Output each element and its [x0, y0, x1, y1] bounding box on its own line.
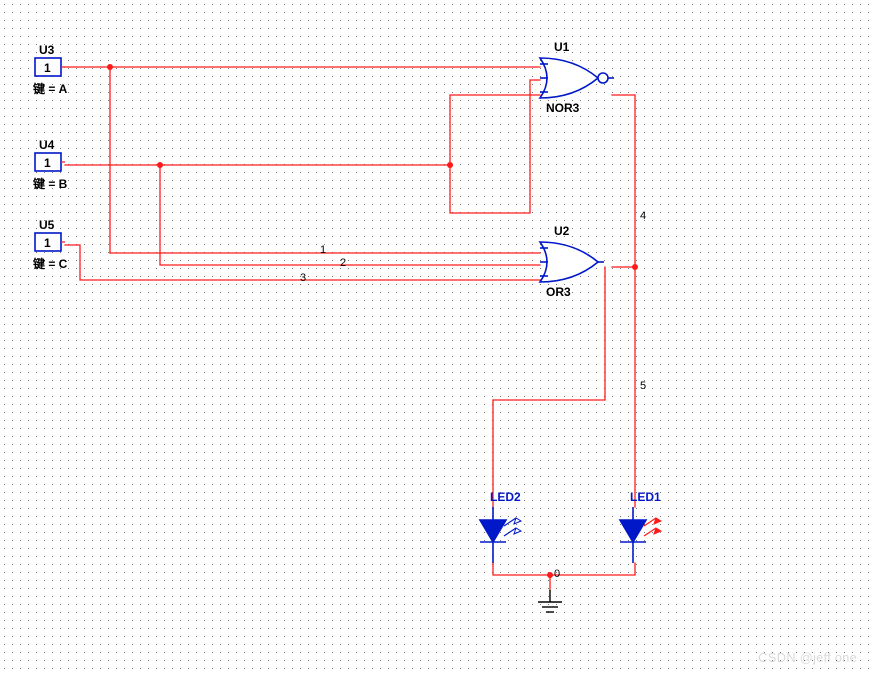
- gate-U1-type: NOR3: [546, 101, 579, 115]
- gate-U1: [540, 58, 614, 98]
- wire-7: [612, 95, 635, 507]
- net-label-2: 2: [340, 257, 346, 269]
- wire-4: [160, 165, 540, 265]
- ground-symbol: [538, 590, 562, 612]
- net-label-1: 1: [320, 244, 326, 256]
- led-LED1: [620, 507, 661, 563]
- switch-U3-ref: U3: [39, 43, 54, 57]
- switch-U5-ref: U5: [39, 218, 54, 232]
- junction-0: [107, 64, 113, 70]
- junction-2: [447, 162, 453, 168]
- led-LED1-ref: LED1: [630, 490, 661, 504]
- switch-U4-value: 1: [44, 156, 51, 170]
- wire-9: [493, 267, 605, 507]
- net-label-3: 3: [300, 272, 306, 284]
- switch-U4-key: 键 = B: [33, 175, 67, 192]
- switch-U4-ref: U4: [39, 138, 54, 152]
- switch-U3-key: 键 = A: [33, 80, 67, 97]
- net-label-5: 5: [640, 380, 646, 392]
- wire-3: [450, 80, 540, 213]
- led-LED2: [480, 507, 521, 563]
- wire-2: [65, 95, 540, 165]
- led-LED2-ref: LED2: [490, 490, 521, 504]
- switch-U5-value: 1: [44, 236, 51, 250]
- net-label-4: 4: [640, 210, 646, 222]
- switch-U3-value: 1: [44, 61, 51, 75]
- gate-U2: [540, 242, 604, 282]
- gate-U2-ref: U2: [554, 224, 569, 238]
- switch-U5-key: 键 = C: [33, 255, 67, 272]
- net-label-0: 0: [554, 568, 560, 580]
- junction-1: [157, 162, 163, 168]
- gate-U1-ref: U1: [554, 40, 569, 54]
- junction-3: [547, 572, 553, 578]
- gate-U2-type: OR3: [546, 285, 571, 299]
- watermark: CSDN @jeff one: [758, 650, 857, 665]
- junction-4: [632, 264, 638, 270]
